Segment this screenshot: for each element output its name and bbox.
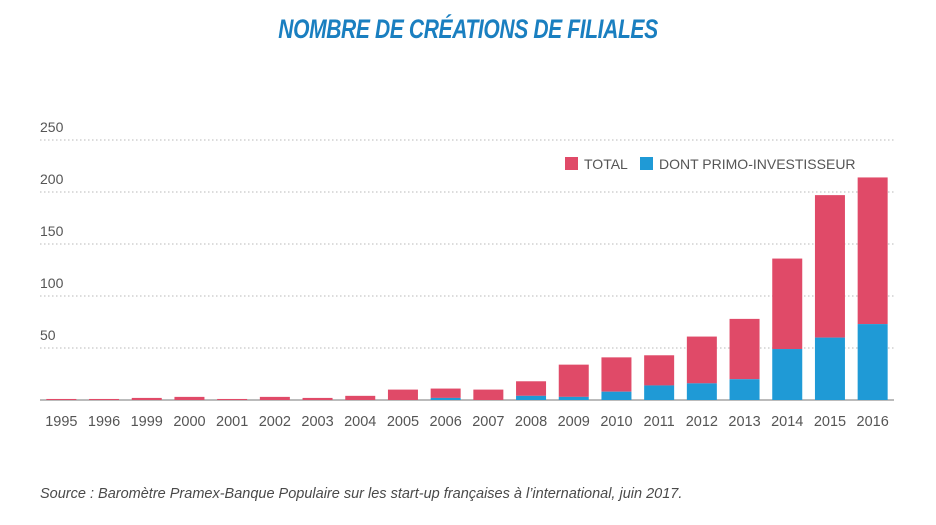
- bar-primo-2006: [430, 397, 461, 400]
- x-tick-label: 2003: [301, 414, 333, 430]
- bar-total-2002: [259, 396, 290, 400]
- legend-swatch-primo: [640, 157, 653, 170]
- legend-swatch-total: [565, 157, 578, 170]
- x-tick-label: 2013: [728, 414, 760, 430]
- x-tick-label: 2016: [857, 414, 889, 430]
- legend: TOTAL DONT PRIMO-INVESTISSEUR: [565, 156, 856, 172]
- source-note: Source : Baromètre Pramex-Banque Populai…: [40, 486, 683, 502]
- gridlines: [40, 139, 894, 401]
- x-tick-label: 2015: [814, 414, 846, 430]
- bar-primo-2009: [558, 396, 589, 400]
- bar-primo-2011: [644, 385, 675, 400]
- x-tick-label: 2009: [558, 414, 590, 430]
- x-tick-label: 2007: [472, 414, 504, 430]
- bar-total-2003: [302, 397, 333, 400]
- legend-label-total: TOTAL: [584, 156, 628, 172]
- x-tick-label: 2005: [387, 414, 419, 430]
- bar-primo-2016: [857, 324, 888, 400]
- bar-primo-2012: [686, 383, 717, 400]
- bar-total-2016: [857, 177, 888, 325]
- bar-primo-2013: [729, 379, 760, 400]
- x-tick-label: 2002: [259, 414, 291, 430]
- bar-total-2014: [772, 258, 803, 350]
- bar-total-2011: [644, 355, 675, 386]
- x-tick-label: 2006: [430, 414, 462, 430]
- bar-total-2009: [558, 364, 589, 397]
- bar-primo-2015: [814, 337, 845, 400]
- bar-primo-2014: [772, 349, 803, 400]
- chart-title: NOMBRE DE CRÉATIONS DE FILIALES: [278, 14, 658, 44]
- y-tick-label: 250: [40, 119, 64, 135]
- bar-total-2008: [516, 381, 547, 396]
- bar-total-2005: [387, 389, 418, 400]
- x-tick-label: 2000: [173, 414, 205, 430]
- bar-total-1996: [89, 398, 120, 400]
- x-tick-label: 2001: [216, 414, 248, 430]
- bar-total-2012: [686, 336, 717, 384]
- bar-total-2004: [345, 395, 376, 400]
- bars: [46, 177, 888, 400]
- bar-total-1995: [46, 398, 77, 400]
- bar-total-2001: [217, 398, 248, 400]
- x-tick-label: 2012: [686, 414, 718, 430]
- x-tick-label: 2004: [344, 414, 376, 430]
- bar-total-2013: [729, 318, 760, 380]
- legend-label-primo: DONT PRIMO-INVESTISSEUR: [659, 156, 856, 172]
- y-tick-label: 200: [40, 171, 64, 187]
- x-tick-label: 2008: [515, 414, 547, 430]
- bar-primo-2008: [516, 395, 547, 400]
- bar-total-2010: [601, 357, 632, 392]
- x-tick-label: 2011: [644, 414, 675, 430]
- x-tick-label: 1996: [88, 414, 120, 430]
- bar-total-1999: [131, 397, 162, 400]
- x-tick-label: 2010: [600, 414, 632, 430]
- bar-total-2000: [174, 396, 205, 400]
- bar-total-2015: [814, 195, 845, 338]
- bar-total-2007: [473, 389, 504, 400]
- x-tick-label: 1995: [45, 414, 77, 430]
- x-tick-label: 2014: [771, 414, 803, 430]
- y-tick-label: 150: [40, 223, 64, 239]
- bar-primo-2010: [601, 391, 632, 400]
- x-axis-labels: 1995 1996 1999 2000 2001 2002 2003 2004 2005 2006…: [45, 414, 889, 430]
- y-tick-label: 50: [40, 327, 56, 343]
- x-tick-label: 1999: [131, 414, 163, 430]
- y-tick-label: 100: [40, 275, 64, 291]
- bar-total-2006: [430, 388, 461, 398]
- y-axis-labels: 250 200 150 100 50: [40, 119, 64, 343]
